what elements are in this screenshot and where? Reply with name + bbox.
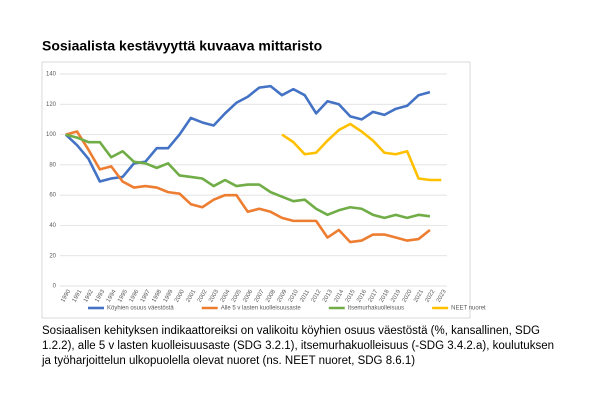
x-tick-label: 2010 — [288, 288, 300, 303]
series-line — [64, 84, 431, 183]
y-tick-label: 140 — [46, 72, 57, 78]
x-tick-label: 2016 — [356, 288, 368, 303]
chart-frame — [41, 61, 471, 319]
x-tick-label: 2005 — [231, 288, 243, 303]
x-tick-label: 1990 — [60, 288, 72, 303]
legend-label: NEET nuoret — [451, 306, 486, 312]
x-tick-label: 2019 — [390, 288, 402, 303]
x-tick-label: 2009 — [277, 288, 289, 303]
x-tick-label: 2012 — [311, 288, 323, 303]
legend-label: Itsemurhakuolleisuus — [348, 306, 404, 312]
y-tick-label: 20 — [49, 253, 56, 259]
x-tick-label: 2020 — [402, 288, 414, 303]
x-tick-label: 1994 — [106, 288, 118, 303]
y-tick-label: 120 — [46, 102, 57, 108]
x-tick-label: 2003 — [208, 288, 220, 303]
x-tick-label: 2022 — [424, 288, 436, 303]
legend-label: Alle 5 v lasten kuolleisuusaste — [221, 306, 302, 312]
caption: Sosiaalisen kehityksen indikaattoreiksi … — [42, 325, 554, 367]
series-line — [281, 122, 442, 182]
x-tick-label: 2008 — [265, 288, 277, 303]
x-tick-label: 2017 — [368, 288, 380, 303]
x-tick-label: 2011 — [299, 289, 311, 304]
x-tick-label: 1995 — [117, 288, 129, 303]
x-tick-label: 2007 — [254, 288, 266, 303]
x-tick-label: 2021 — [413, 288, 425, 303]
x-tick-label: 2014 — [333, 288, 345, 303]
x-tick-label: 2000 — [174, 288, 186, 303]
x-tick-label: 2023 — [436, 288, 448, 303]
chart-title: Sosiaalista kestävyyttä kuvaava mittaris… — [42, 38, 322, 54]
y-tick-label: 0 — [53, 284, 57, 290]
x-tick-label: 1993 — [94, 288, 106, 303]
x-tick-label: 1998 — [151, 288, 163, 303]
y-tick-label: 60 — [49, 193, 56, 199]
x-tick-label: 1996 — [129, 288, 141, 303]
y-tick-label: 100 — [46, 132, 57, 138]
x-tick-label: 1992 — [83, 288, 95, 303]
x-tick-label: 2018 — [379, 288, 391, 303]
x-tick-label: 1991 — [72, 288, 84, 303]
x-tick-label: 2013 — [322, 288, 334, 303]
series-line — [65, 133, 431, 220]
x-tick-label: 2001 — [185, 288, 197, 303]
x-tick-label: 2006 — [242, 288, 254, 303]
x-tick-label: 1999 — [163, 288, 175, 303]
x-tick-label: 1997 — [140, 288, 152, 303]
series-line — [65, 130, 431, 244]
x-tick-label: 2002 — [197, 288, 209, 303]
x-tick-label: 2015 — [345, 288, 357, 303]
y-tick-label: 40 — [49, 223, 56, 229]
y-tick-label: 80 — [49, 162, 56, 168]
x-tick-label: 2004 — [220, 288, 232, 303]
legend-label: Köyhien osuus väestöstä — [107, 306, 174, 312]
